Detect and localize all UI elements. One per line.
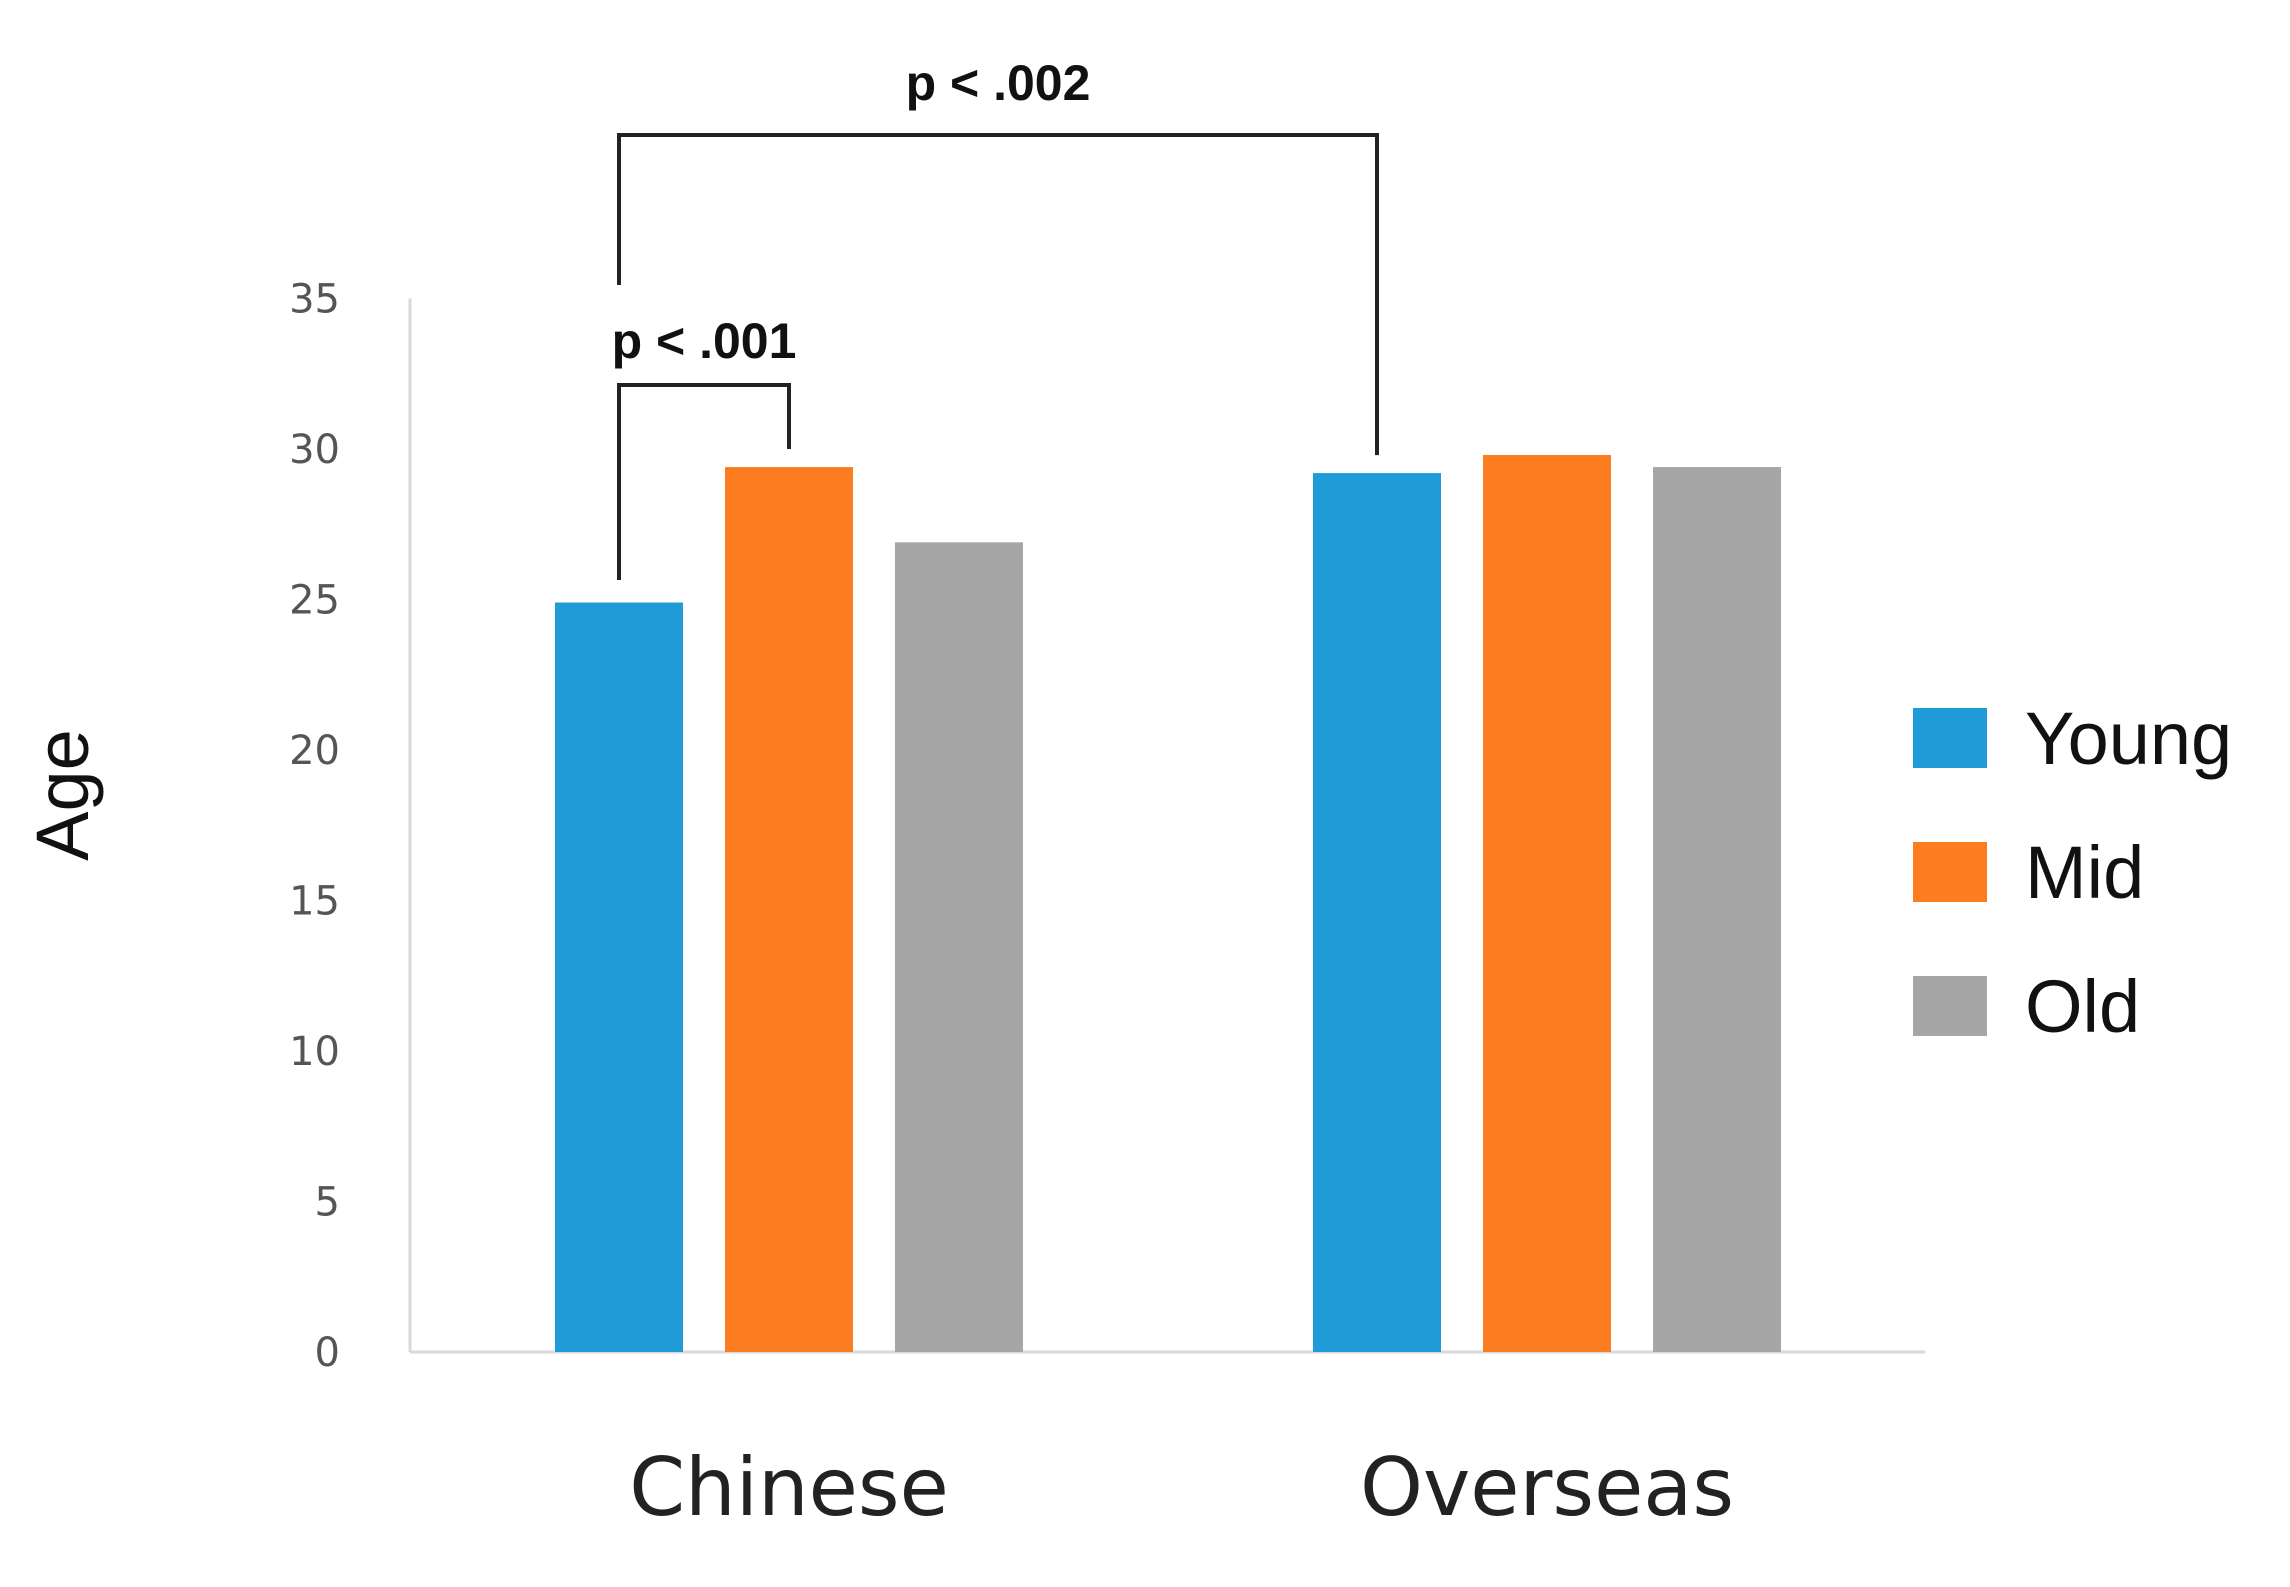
legend-label-young: Young — [2025, 697, 2232, 780]
category-label-chinese: Chinese — [629, 1441, 949, 1534]
legend-swatch-mid — [1913, 842, 1987, 902]
significance-bracket — [617, 133, 1379, 456]
y-tick-label: 20 — [289, 728, 340, 774]
y-tick-label: 15 — [289, 879, 340, 925]
category-label-overseas: Overseas — [1360, 1441, 1734, 1534]
bar-old-chinese — [895, 542, 1023, 1352]
legend-label-mid: Mid — [2025, 831, 2144, 914]
y-axis-label: Age — [21, 729, 104, 861]
p-value-label: p < .002 — [906, 55, 1091, 111]
y-tick-label: 30 — [289, 427, 340, 473]
legend-swatch-old — [1913, 976, 1987, 1036]
legend: Young Mid Old — [1913, 697, 2232, 1048]
bars-group — [555, 455, 1781, 1353]
y-tick-label: 25 — [289, 578, 340, 624]
legend-swatch-young — [1913, 708, 1987, 768]
significance-annotations: p < .001 p < .002 — [612, 55, 1379, 580]
y-tick-label: 0 — [315, 1330, 340, 1376]
legend-label-old: Old — [2025, 965, 2140, 1048]
bar-young-overseas — [1313, 473, 1441, 1353]
p-value-label: p < .001 — [612, 313, 797, 369]
category-labels: Chinese Overseas — [629, 1441, 1734, 1534]
y-tick-labels: 0 5 10 15 20 25 30 35 — [289, 277, 340, 1377]
bar-mid-chinese — [725, 467, 853, 1352]
bar-young-chinese — [555, 602, 683, 1352]
y-tick-label: 5 — [315, 1180, 340, 1226]
y-tick-label: 10 — [289, 1029, 340, 1075]
bar-mid-overseas — [1483, 455, 1611, 1352]
bar-old-overseas — [1653, 467, 1781, 1352]
significance-bracket — [617, 383, 791, 580]
y-tick-label: 35 — [289, 277, 340, 323]
